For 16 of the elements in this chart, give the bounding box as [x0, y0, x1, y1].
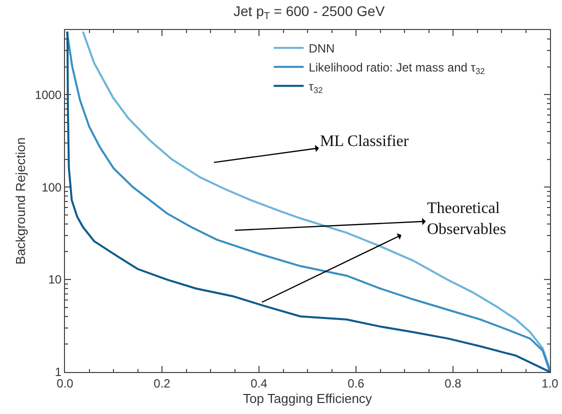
chart-title: Jet p$_{T}$ = 600 - 2500 GeV: [234, 3, 386, 22]
annotation: ML Classifier: [320, 133, 410, 150]
legend-label: DNN: [308, 42, 335, 56]
x-tick-label: 0.4: [250, 376, 268, 390]
legend-label: Likelihood ratio: Jet mass and τ$_{32}$: [308, 60, 486, 76]
y-tick-label: 1000: [34, 88, 62, 102]
x-tick-label: 1.0: [542, 376, 559, 390]
y-tick-label: 100: [42, 180, 62, 194]
annotation: Theoretical Observables: [427, 200, 506, 238]
x-tick-label: 0.2: [154, 376, 171, 390]
x-tick-label: 0.8: [444, 376, 462, 390]
y-axis-title: Background Rejection: [12, 137, 28, 265]
legend-label: τ$_{32}$: [308, 80, 324, 96]
x-axis-title: Top Tagging Efficiency: [243, 391, 372, 406]
y-tick-label: 10: [48, 272, 62, 287]
x-tick-label: 0.6: [348, 376, 365, 390]
